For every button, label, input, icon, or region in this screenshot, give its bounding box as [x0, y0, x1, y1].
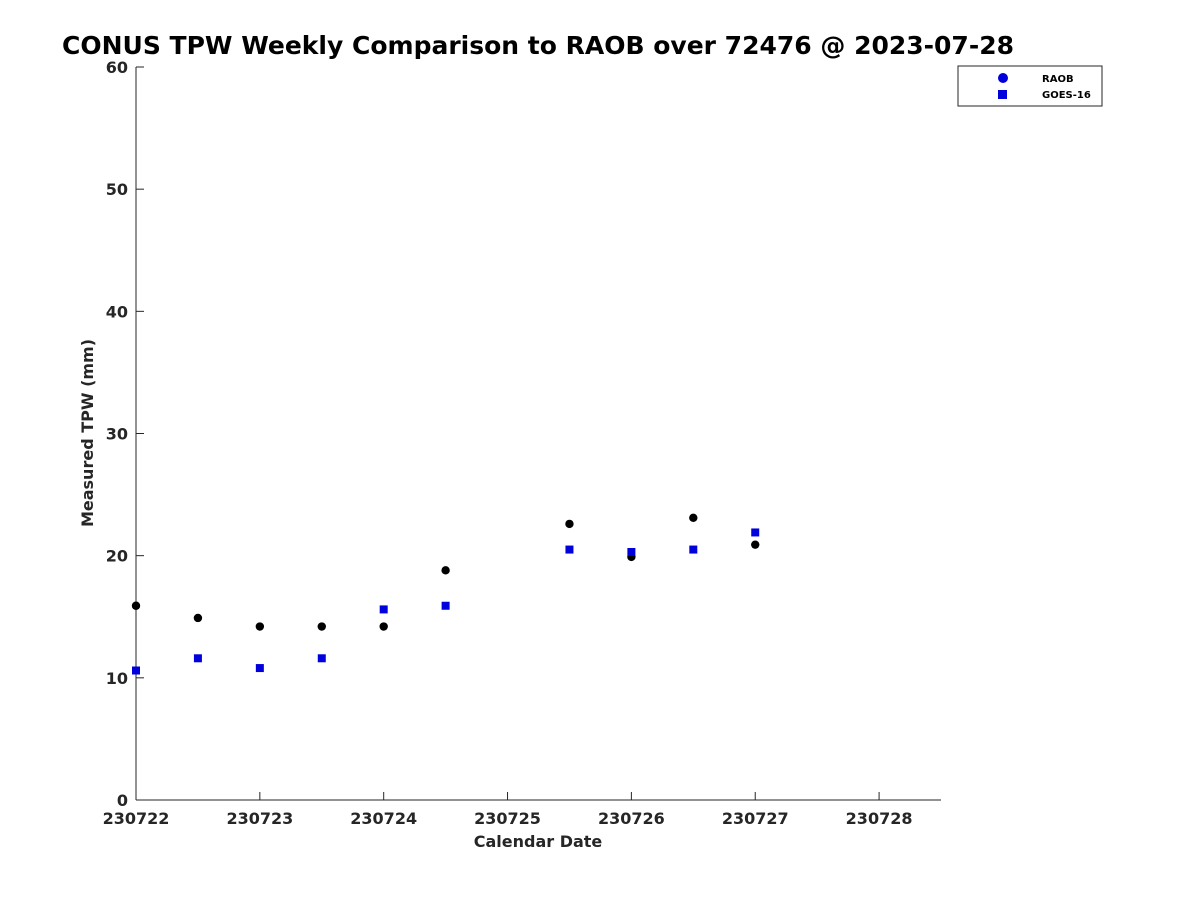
- raob-point: [317, 622, 326, 631]
- y-tick-label: 40: [106, 302, 128, 321]
- x-tick-label: 230725: [474, 809, 541, 828]
- goes16-point: [565, 545, 574, 554]
- y-axis-label: Measured TPW (mm): [78, 339, 97, 527]
- data-points: [131, 513, 760, 675]
- x-axis-ticks: 230722 230723 230724 230725 230726 230727 2307…: [103, 792, 913, 828]
- x-tick-label: 230722: [103, 809, 170, 828]
- raob-point: [689, 513, 698, 522]
- legend-raob-label: RAOB: [1042, 74, 1074, 85]
- legend: RAOB GOES-16: [957, 65, 1103, 107]
- legend-goes16-marker: [998, 90, 1007, 99]
- x-tick-label: 230728: [846, 809, 913, 828]
- y-axis-ticks: 0 10 20 30 40 50 60: [106, 58, 144, 810]
- legend-goes16-label: GOES-16: [1042, 90, 1091, 101]
- goes16-point: [132, 666, 140, 675]
- goes16-point: [193, 654, 202, 663]
- x-tick-label: 230726: [598, 809, 665, 828]
- raob-point: [255, 622, 265, 631]
- goes16-point: [689, 545, 698, 554]
- y-tick-label: 50: [106, 180, 128, 199]
- x-axis-label: Calendar Date: [474, 832, 603, 851]
- y-tick-label: 60: [106, 58, 128, 77]
- goes16-point: [441, 601, 450, 610]
- raob-point: [441, 566, 450, 575]
- y-tick-label: 30: [106, 425, 128, 444]
- legend-box: [957, 65, 1103, 107]
- goes16-point: [317, 654, 326, 663]
- y-tick-label: 10: [106, 669, 128, 688]
- raob-point: [193, 613, 203, 623]
- raob-point: [751, 540, 760, 549]
- x-tick-label: 230723: [226, 809, 293, 828]
- goes16-point: [379, 605, 388, 614]
- y-tick-label: 20: [106, 547, 128, 566]
- goes16-point: [627, 548, 636, 557]
- x-tick-label: 230724: [350, 809, 417, 828]
- raob-point: [131, 601, 141, 610]
- y-tick-label: 0: [117, 791, 128, 810]
- x-tick-label: 230727: [722, 809, 789, 828]
- chart-title: CONUS TPW Weekly Comparison to RAOB over…: [62, 31, 1014, 60]
- goes16-point: [751, 528, 760, 537]
- legend-raob-marker: [998, 73, 1008, 83]
- raob-point: [379, 622, 388, 631]
- raob-point: [565, 519, 574, 529]
- goes16-point: [255, 664, 264, 673]
